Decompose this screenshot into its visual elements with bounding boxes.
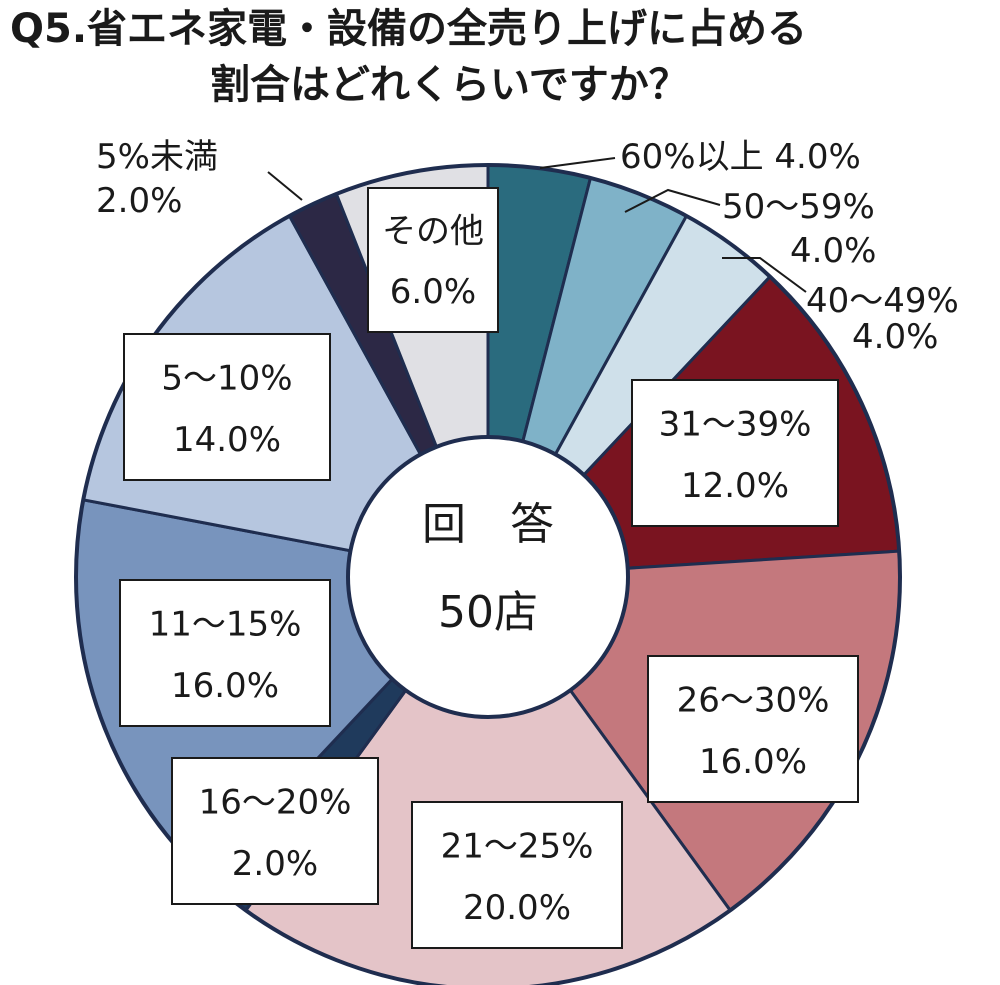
leader-line	[267, 171, 303, 201]
slice-labels: 60%以上 4.0%50～59%4.0%40～49%4.0%31～39%12.0…	[96, 137, 959, 949]
slice-value-label: 2.0%	[96, 181, 182, 221]
slice-label-box	[411, 801, 623, 949]
donut-center: 回 答 50店	[346, 435, 630, 719]
slice-label-box	[171, 757, 379, 905]
leader-lines	[267, 157, 807, 293]
slice-category-label: 26～30%	[677, 680, 830, 720]
leader-line	[722, 257, 807, 293]
slice-label-box	[367, 187, 499, 333]
slice-category-label: 40～49%	[806, 281, 959, 321]
slice-label-box	[631, 379, 839, 527]
slice-value-label: 12.0%	[681, 466, 789, 506]
slice-category-label: 50～59%	[722, 187, 875, 227]
slice-value-label: 14.0%	[173, 420, 281, 460]
donut-hole	[346, 435, 630, 719]
slice-category-label: 5%未満	[96, 137, 218, 177]
respondent-count: 50店	[438, 587, 538, 638]
leader-line	[624, 188, 721, 213]
slice-value-label: 2.0%	[232, 844, 318, 884]
slice-value-label: 4.0%	[790, 231, 876, 271]
slice-value-label: 16.0%	[699, 742, 807, 782]
leader-line	[539, 157, 616, 169]
pie-outline	[74, 163, 902, 985]
slice-category-value-label: 60%以上 4.0%	[620, 137, 861, 177]
slice-category-label: 31～39%	[659, 404, 812, 444]
slice-category-label: 16～20%	[199, 782, 352, 822]
slice-category-label: 21～25%	[441, 826, 594, 866]
slice-category-label: その他	[382, 212, 484, 252]
chart-title-line2: 割合はどれくらいですか？	[210, 62, 689, 108]
slice-label-box	[119, 579, 331, 727]
slice-category-label: 5～10%	[161, 358, 292, 398]
slice-value-label: 20.0%	[463, 888, 571, 928]
slice-label-box	[123, 333, 331, 481]
slice-label-box	[647, 655, 859, 803]
slice-value-label: 4.0%	[852, 317, 938, 357]
slice-value-label: 16.0%	[171, 666, 279, 706]
slice-category-label: 11～15%	[149, 604, 302, 644]
chart-title: Q5.省エネ家電・設備の全売り上げに占める 割合はどれくらいですか？	[10, 6, 807, 108]
slice-value-label: 6.0%	[390, 272, 476, 312]
respondent-label: 回 答	[422, 499, 554, 550]
chart-title-line1: Q5.省エネ家電・設備の全売り上げに占める	[10, 6, 807, 52]
